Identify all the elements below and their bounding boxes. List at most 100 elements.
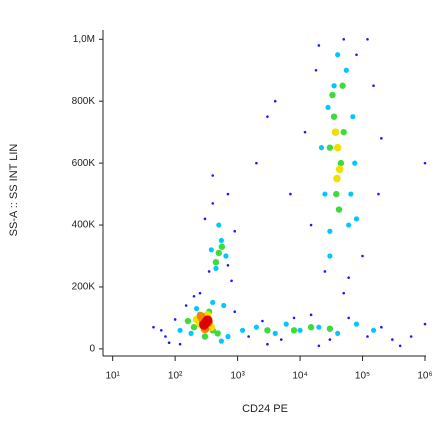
y-tick-label: 0 [89, 344, 95, 355]
event-dot [380, 137, 383, 140]
event-dot [202, 315, 213, 326]
event-dot [266, 115, 269, 118]
event-dot [221, 302, 227, 309]
event-dot [328, 338, 332, 341]
event-dot [177, 327, 183, 333]
y-tick-label: 200K [72, 282, 96, 293]
y-tick-label: 800K [72, 96, 96, 107]
event-dot [211, 202, 215, 205]
x-tick-label: 10¹ [105, 371, 120, 382]
event-dot [326, 144, 334, 151]
event-dot [366, 335, 369, 338]
event-dot [211, 174, 215, 177]
event-dot [212, 258, 220, 266]
event-dot [335, 206, 343, 213]
event-dot [343, 67, 349, 73]
event-dot [184, 317, 192, 325]
event-dot [370, 327, 377, 333]
event-dot [339, 82, 346, 89]
x-tick-label: 10² [168, 371, 183, 382]
event-dot [264, 327, 271, 334]
event-dot [361, 254, 364, 258]
event-dot [218, 243, 226, 250]
event-dot [347, 316, 350, 320]
event-dot [348, 191, 354, 197]
event-dot [335, 165, 344, 174]
event-dot [283, 321, 289, 327]
event-dot [347, 276, 350, 279]
event-dot [167, 341, 171, 344]
event-dot [215, 249, 223, 257]
x-tick-label: 10⁴ [292, 371, 307, 382]
event-dot [318, 145, 325, 151]
event-dot [289, 192, 292, 196]
event-dot [198, 291, 202, 295]
event-dot [223, 253, 229, 259]
event-dot [193, 306, 200, 312]
event-dot [273, 99, 277, 103]
x-tick-label: 10⁵ [355, 371, 370, 382]
event-dot [210, 299, 216, 306]
event-dot [353, 321, 360, 327]
event-dot [216, 222, 222, 228]
event-dot [159, 329, 163, 332]
event-dot [380, 325, 383, 329]
event-dot [322, 191, 328, 197]
event-dot [323, 270, 327, 273]
event-dot [213, 265, 219, 271]
event-dot [239, 327, 246, 333]
event-dot [218, 338, 224, 344]
event-dot [152, 325, 155, 329]
event-dot [279, 338, 283, 341]
event-dot [325, 104, 331, 110]
event-dot [342, 291, 346, 295]
event-dot [342, 37, 346, 41]
event-dot [353, 216, 360, 222]
event-dot [203, 217, 207, 221]
event-dot [335, 330, 341, 336]
event-dot [190, 324, 198, 331]
event-dot [317, 344, 321, 348]
event-dot [307, 324, 315, 331]
event-dot [398, 344, 402, 348]
event-dot [409, 335, 413, 338]
event-dot [226, 192, 230, 196]
event-dot [297, 327, 303, 333]
event-dot [331, 128, 340, 136]
event-dot [201, 333, 209, 340]
event-dot [366, 37, 369, 41]
event-dot [346, 222, 352, 228]
event-dot [335, 52, 341, 58]
event-dot [391, 338, 394, 341]
event-dot [423, 322, 427, 326]
event-dot [326, 325, 334, 332]
event-dot [331, 83, 337, 89]
y-axis-label: SS-A :: SS INT LIN [8, 144, 20, 237]
event-dot [233, 310, 237, 314]
event-dot [218, 237, 224, 244]
event-dot [226, 263, 230, 267]
event-dot [340, 128, 347, 136]
event-dot [309, 223, 313, 227]
event-dot [330, 113, 338, 120]
event-dot [350, 114, 356, 120]
event-dot [230, 279, 233, 283]
event-dot [333, 190, 340, 198]
event-dot [337, 159, 345, 167]
event-dot [188, 330, 194, 336]
event-dot [255, 161, 258, 165]
event-dot [423, 161, 427, 165]
event-dot [355, 53, 358, 57]
event-dot [272, 330, 278, 336]
event-dot [327, 228, 333, 234]
event-dot [247, 335, 250, 338]
event-dot [253, 324, 260, 330]
event-dot [329, 91, 336, 99]
event-dot [214, 330, 221, 337]
y-tick-label: 1,0M [73, 34, 95, 45]
y-tick-label: 600K [72, 158, 96, 169]
event-dot [192, 294, 196, 298]
event-dot [303, 130, 307, 134]
event-dot [316, 324, 322, 330]
